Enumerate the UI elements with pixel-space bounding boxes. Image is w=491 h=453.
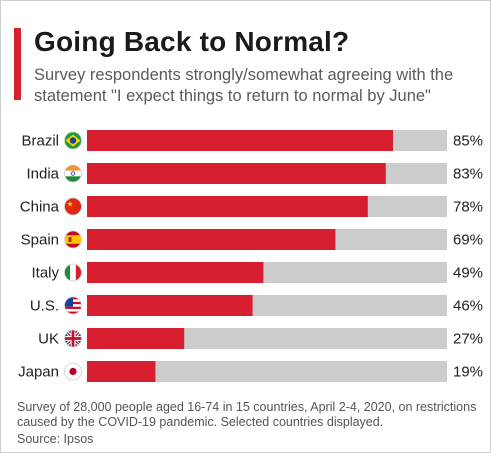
china-flag-icon (64, 197, 82, 216)
bar-row: U.S. 46% (30, 295, 483, 316)
bar (87, 361, 156, 382)
bar (87, 130, 393, 151)
chart-title: Going Back to Normal? (34, 26, 350, 57)
uk-flag-icon (64, 329, 82, 348)
bar-chart: Brazil 85% India 83% China 78% Spain 69% Italy 49… (18, 130, 483, 382)
category-label: UK (38, 331, 59, 348)
value-label: 69% (453, 232, 483, 249)
brazil-flag-icon (64, 131, 82, 150)
bar (87, 163, 386, 184)
category-label: Japan (18, 364, 59, 381)
chart-subtitle: Survey respondents strongly/somewhat agr… (34, 66, 454, 105)
bar-track (87, 361, 447, 382)
bar-row: India 83% (26, 163, 483, 184)
bar (87, 328, 185, 349)
category-label: Spain (21, 232, 59, 249)
bar-row: Spain 69% (21, 229, 483, 250)
bar-row: Italy 49% (31, 262, 483, 283)
category-label: China (20, 199, 60, 216)
italy-flag-icon (64, 263, 82, 282)
category-label: Brazil (21, 133, 59, 150)
bar-row: Brazil 85% (21, 130, 483, 151)
bar (87, 196, 368, 217)
bar (87, 295, 253, 316)
chart-source: Source: Ipsos (17, 432, 94, 446)
value-label: 49% (453, 265, 483, 282)
value-label: 78% (453, 199, 483, 216)
bar-row: Japan 19% (18, 361, 483, 382)
bar-row: UK 27% (38, 328, 483, 349)
bar (87, 229, 336, 250)
value-label: 85% (453, 133, 483, 150)
value-label: 83% (453, 166, 483, 183)
value-label: 46% (453, 298, 483, 315)
value-label: 27% (453, 331, 483, 348)
spain-flag-icon (64, 230, 82, 249)
value-label: 19% (453, 364, 483, 381)
category-label: U.S. (30, 298, 59, 315)
bar (87, 262, 264, 283)
japan-flag-icon (64, 362, 82, 381)
us-flag-icon (64, 296, 82, 315)
chart-footnote: Survey of 28,000 people aged 16-74 in 15… (17, 400, 477, 429)
category-label: India (26, 166, 59, 183)
india-flag-icon (64, 164, 82, 183)
title-accent-bar (14, 28, 21, 100)
bar-row: China 78% (20, 196, 483, 217)
category-label: Italy (31, 265, 59, 282)
